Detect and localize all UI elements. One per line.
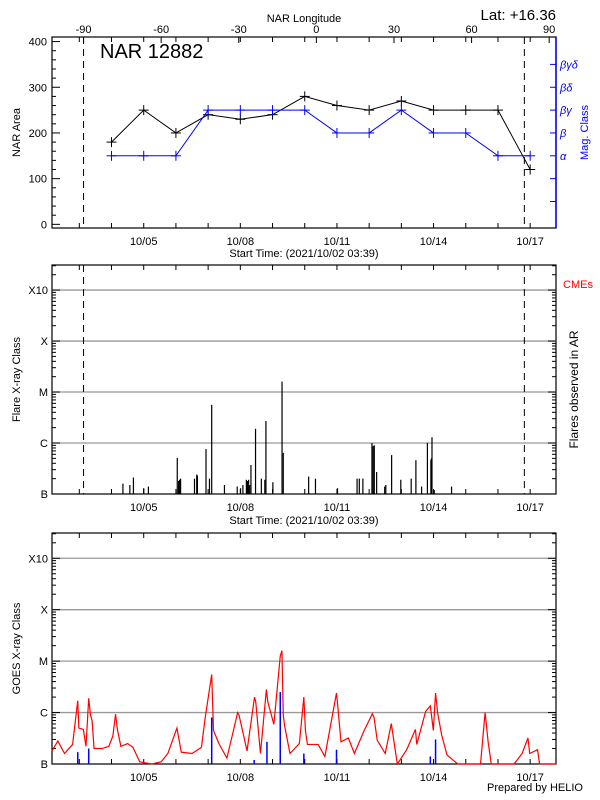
date-tick-label: 10/17 xyxy=(516,236,544,248)
longitude-tick-label: 60 xyxy=(465,24,477,36)
mag-class-point xyxy=(364,127,375,138)
mag-class-tick-label: βδ xyxy=(559,82,573,94)
mag-class-point xyxy=(525,150,536,161)
y-tick-label: B xyxy=(41,759,48,771)
mag-class-tick-label: β xyxy=(559,128,567,140)
date-tick-label: 10/11 xyxy=(324,236,351,248)
longitude-tick-label: -60 xyxy=(153,24,169,36)
date-tick-label: 10/05 xyxy=(130,502,158,514)
nar-area-point xyxy=(525,164,536,175)
nar-area-point xyxy=(235,114,246,125)
flare-class-plot xyxy=(51,264,557,495)
region-title: NAR 12882 xyxy=(100,41,203,63)
y-tick-label: B xyxy=(41,489,48,501)
y-tick-label: 200 xyxy=(29,128,47,140)
nar-area-point xyxy=(396,95,407,106)
y-tick-label: 0 xyxy=(41,219,47,231)
y-tick-label: X xyxy=(41,336,49,348)
longitude-tick-label: -30 xyxy=(231,24,247,36)
y-tick-label: 300 xyxy=(29,82,47,94)
date-tick-label: 10/14 xyxy=(420,236,448,248)
y-axis-label: NAR Area xyxy=(11,107,23,157)
y-tick-label: X10 xyxy=(28,285,48,297)
nar-area-point xyxy=(138,105,149,116)
mag-class-point xyxy=(170,150,181,161)
mag-class-line xyxy=(111,109,531,157)
mag-class-tick-label: βγ xyxy=(559,105,573,117)
right-axis-label: Mag. Class xyxy=(579,104,591,160)
top-axis-label: NAR Longitude xyxy=(267,13,342,25)
y-tick-label: 100 xyxy=(29,174,47,186)
mag-class-point xyxy=(428,127,439,138)
mag-class-point xyxy=(106,150,117,161)
nar-area-point xyxy=(460,105,471,116)
right-axis-label: Flares observed in AR xyxy=(567,330,581,448)
start-time-label: Start Time: (2021/10/02 03:39) xyxy=(229,248,378,260)
goes-flux-line xyxy=(51,650,556,766)
start-time-label: Start Time: (2021/10/02 03:39) xyxy=(229,515,378,527)
nar-area-point xyxy=(170,127,181,138)
y-tick-label: X xyxy=(41,605,49,617)
date-tick-label: 10/08 xyxy=(227,772,255,784)
date-tick-label: 10/14 xyxy=(420,772,448,784)
date-tick-label: 10/17 xyxy=(516,772,544,784)
mag-class-point xyxy=(235,105,246,116)
cme-legend-label: CMEs xyxy=(563,279,593,291)
mag-class-point xyxy=(396,105,407,116)
y-tick-label: 400 xyxy=(29,37,47,49)
date-tick-label: 10/14 xyxy=(420,502,448,514)
mag-class-tick-label: βγδ xyxy=(559,59,579,71)
nar-area-point xyxy=(364,105,375,116)
longitude-tick-label: 30 xyxy=(388,24,400,36)
mag-class-point xyxy=(299,105,310,116)
longitude-tick-label: 0 xyxy=(313,24,319,36)
date-tick-label: 10/05 xyxy=(130,772,158,784)
nar-area-point xyxy=(299,91,310,102)
y-tick-label: C xyxy=(40,438,48,450)
nar-area-plot xyxy=(51,36,557,229)
y-tick-label: C xyxy=(40,708,48,720)
mag-class-point xyxy=(267,105,278,116)
mag-class-tick-label: α xyxy=(560,151,567,163)
date-tick-label: 10/05 xyxy=(130,236,158,248)
mag-class-point xyxy=(331,127,342,138)
nar-area-point xyxy=(331,100,342,111)
y-axis-label: Flare X-ray Class xyxy=(11,337,23,422)
date-tick-label: 10/17 xyxy=(516,502,544,514)
prepared-by-label: Prepared by HELIO xyxy=(487,782,583,794)
y-tick-label: M xyxy=(39,656,48,668)
longitude-tick-label: -90 xyxy=(76,24,92,36)
date-tick-label: 10/08 xyxy=(227,236,255,248)
y-axis-label: GOES X-ray Class xyxy=(11,602,23,694)
goes-flux-plot xyxy=(51,532,557,765)
date-tick-label: 10/11 xyxy=(324,502,351,514)
nar-area-point xyxy=(106,137,117,148)
nar-area-point xyxy=(492,105,503,116)
y-tick-label: M xyxy=(39,387,48,399)
longitude-tick-label: 90 xyxy=(543,24,555,36)
nar-area-point xyxy=(428,105,439,116)
nar-area-line xyxy=(111,95,531,170)
latitude-label: Lat: +16.36 xyxy=(481,7,556,24)
mag-class-point xyxy=(203,105,214,116)
date-tick-label: 10/11 xyxy=(324,772,351,784)
date-tick-label: 10/08 xyxy=(227,502,255,514)
mag-class-point xyxy=(492,150,503,161)
y-tick-label: X10 xyxy=(28,553,48,565)
mag-class-point xyxy=(460,127,471,138)
mag-class-point xyxy=(138,150,149,161)
